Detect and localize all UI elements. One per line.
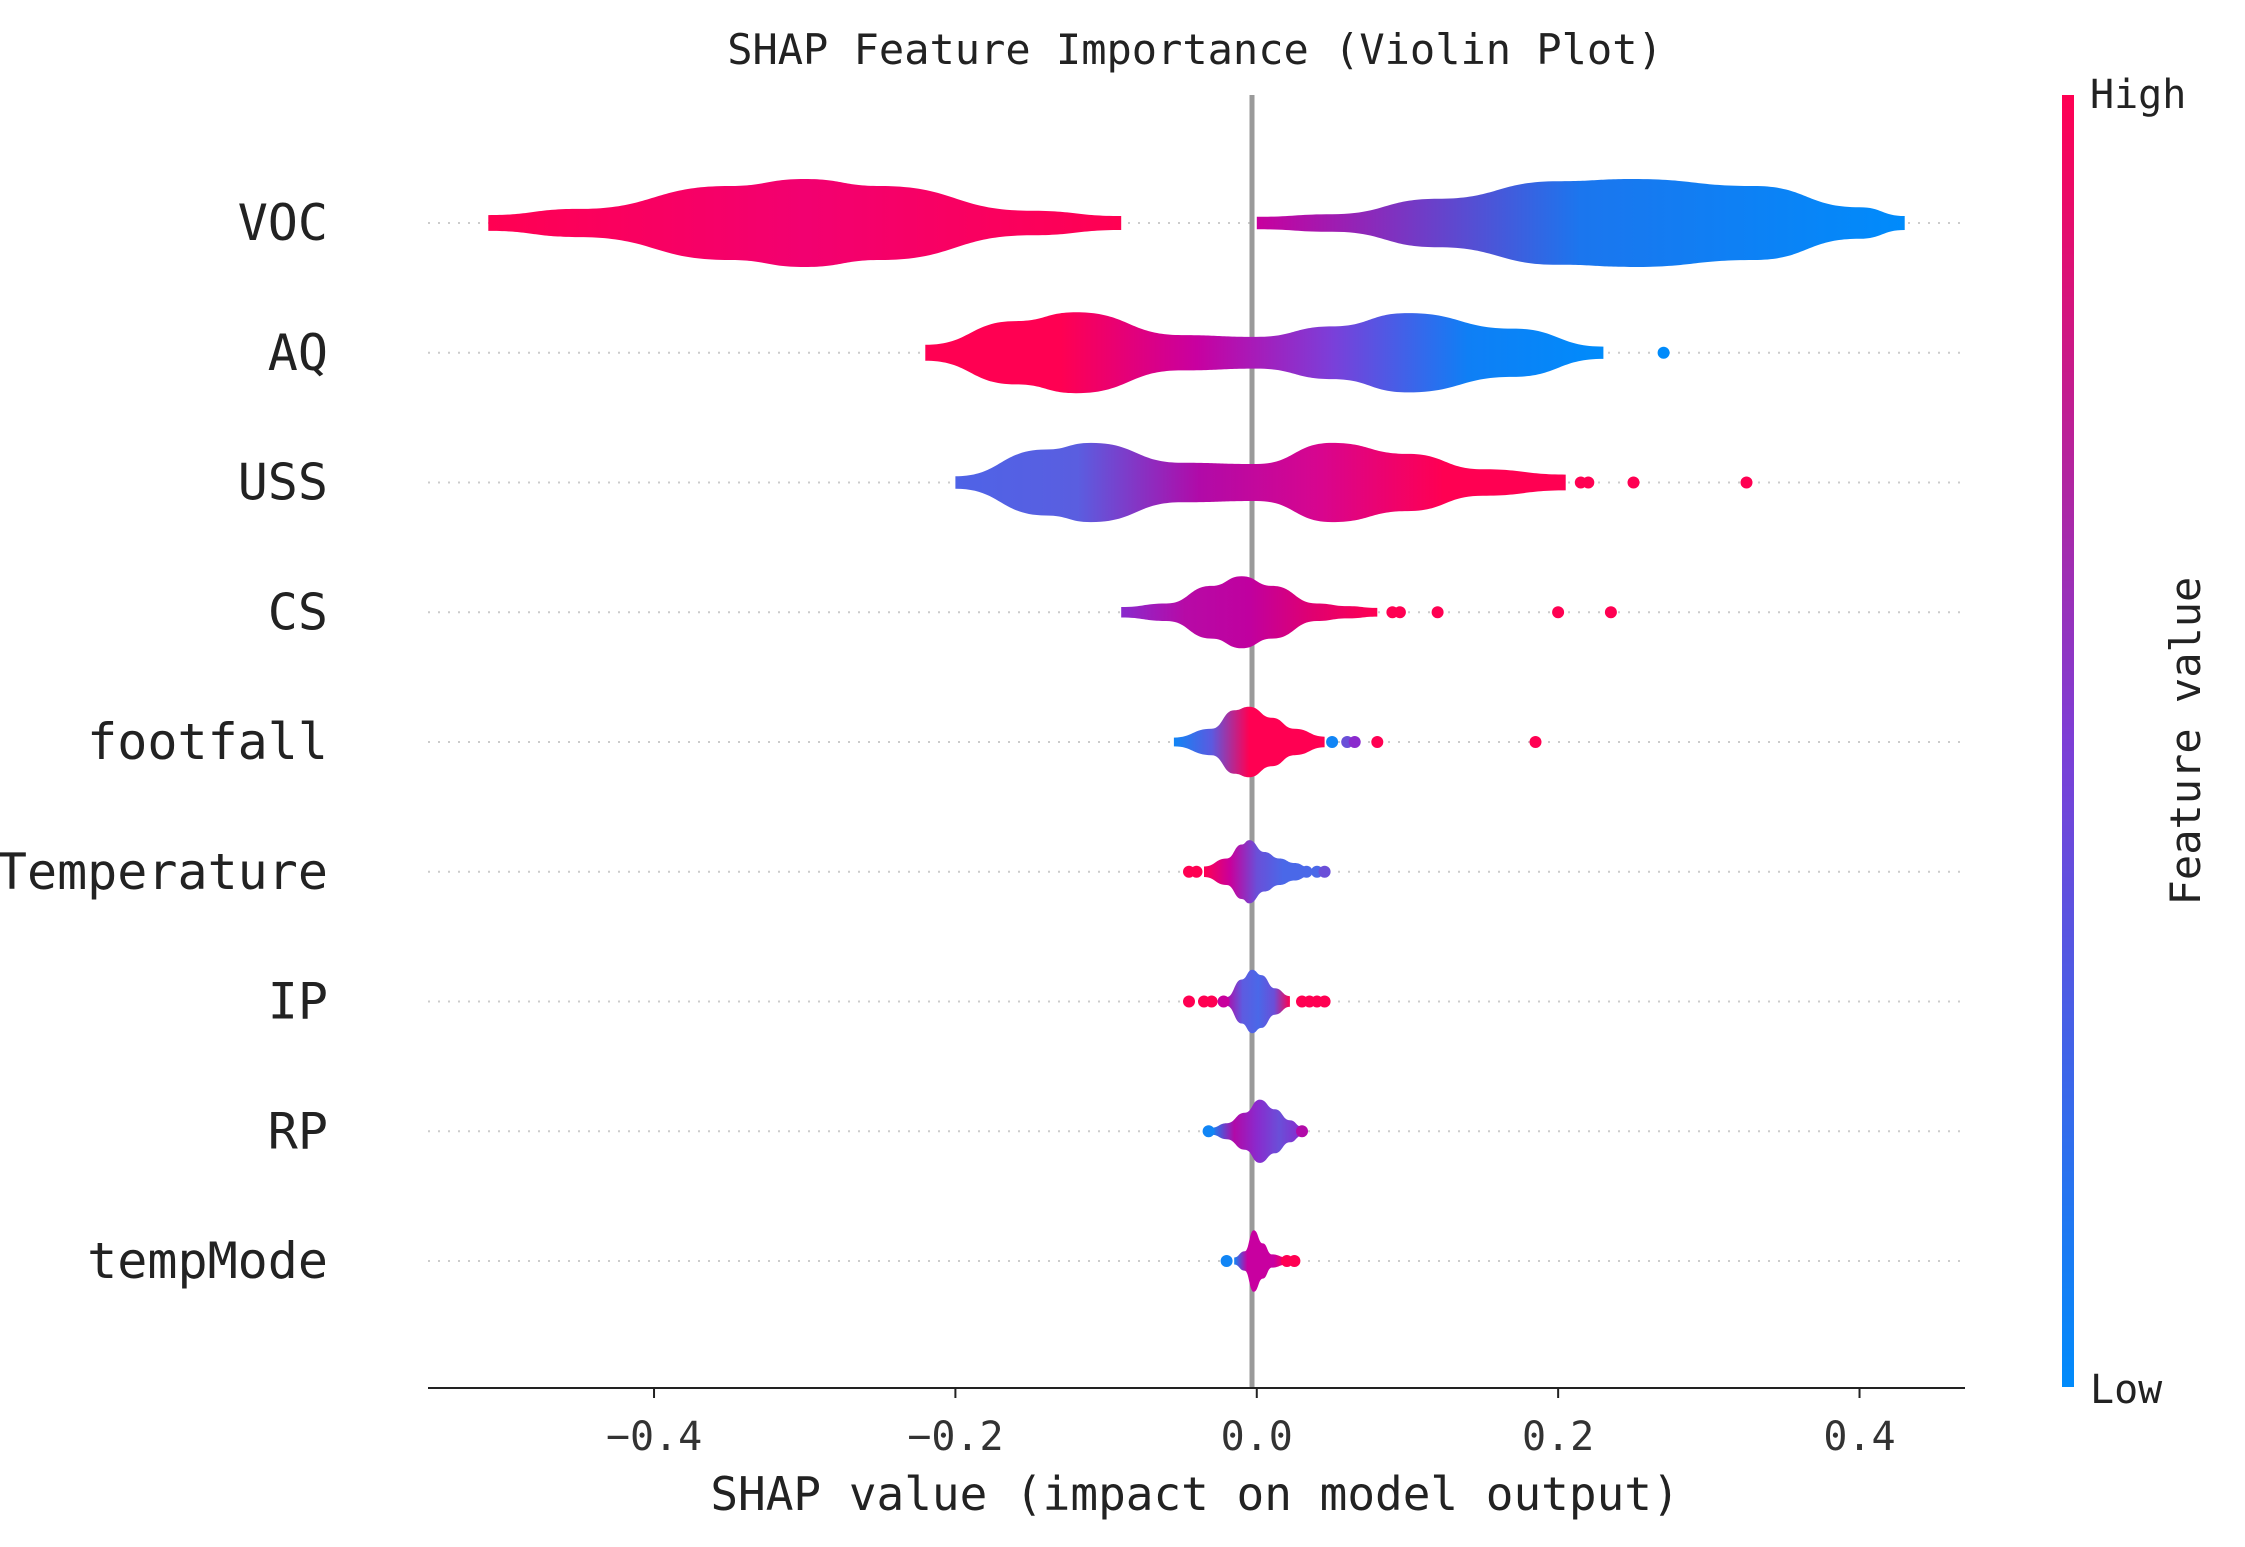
outlier-point [1326, 736, 1339, 748]
violin-voc [1256, 179, 1905, 267]
outlier-point [1393, 606, 1406, 619]
violin-uss [955, 442, 1566, 523]
outlier-point [1657, 346, 1670, 359]
outlier-point [1318, 865, 1331, 878]
outlier-point [1202, 1125, 1215, 1138]
outlier-point [1190, 865, 1203, 878]
violin-temperature [1204, 840, 1310, 904]
outlier-point [1183, 995, 1195, 1008]
outlier-point [1300, 865, 1313, 878]
outlier-point [1552, 606, 1565, 619]
outlier-point [1296, 1125, 1308, 1138]
x-ticks: −0.4 −0.2 0.0 0.2 0.4 [606, 1388, 1896, 1460]
colorbar [2062, 95, 2074, 1387]
x-tick-label: −0.2 [907, 1414, 1003, 1460]
outlier-point [1431, 606, 1444, 619]
violin-rp [1211, 1099, 1302, 1163]
violin-cs [1121, 576, 1378, 649]
outlier-point [1217, 995, 1230, 1008]
x-tick-label: 0.0 [1221, 1414, 1293, 1460]
outlier-point [1205, 995, 1218, 1008]
violin-ip [1226, 969, 1290, 1034]
violin-tempmode [1234, 1230, 1287, 1292]
feature-label: footfall [87, 713, 328, 771]
feature-label: AQ [268, 324, 328, 382]
outlier-point [1288, 1255, 1301, 1267]
outlier-point [1318, 995, 1331, 1008]
feature-label: USS [238, 454, 328, 512]
outlier-point [1740, 476, 1753, 489]
x-tick-label: 0.4 [1823, 1414, 1895, 1460]
violin-voc [488, 179, 1122, 267]
outlier-point [1529, 736, 1542, 748]
feature-label: CS [268, 583, 328, 641]
colorbar-low-label: Low [2090, 1367, 2163, 1413]
outlier-point [1582, 476, 1595, 489]
violin-aq [925, 312, 1604, 394]
outlier-point [1627, 476, 1640, 489]
outlier-point [1604, 606, 1617, 619]
outlier-point [1220, 1255, 1233, 1267]
feature-label: Temperature [0, 843, 328, 901]
violins [488, 179, 1905, 1292]
feature-labels: VOC AQ USS CS footfall Temperature IP RP tempMod… [0, 194, 328, 1290]
feature-label: RP [268, 1102, 328, 1160]
feature-label: IP [268, 973, 328, 1031]
violin-footfall [1173, 706, 1325, 778]
x-axis-label: SHAP value (impact on model output) [710, 1467, 1679, 1521]
x-tick-label: −0.4 [606, 1414, 702, 1460]
feature-label: VOC [238, 194, 328, 252]
outlier-point [1371, 736, 1384, 748]
colorbar-title: Feature value [2161, 577, 2210, 906]
x-tick-label: 0.2 [1522, 1414, 1594, 1460]
colorbar-high-label: High [2090, 72, 2186, 118]
outlier-point [1348, 736, 1361, 748]
feature-label: tempMode [87, 1232, 328, 1290]
chart-title: SHAP Feature Importance (Violin Plot) [727, 25, 1663, 74]
